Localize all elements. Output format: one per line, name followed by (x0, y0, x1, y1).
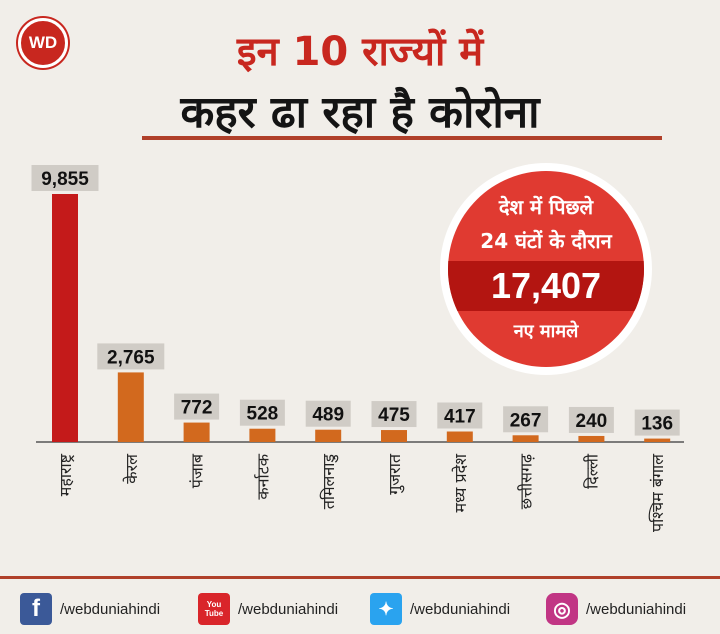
instagram-icon: ◎ (546, 593, 578, 625)
value-label-7: 267 (510, 410, 542, 431)
category-label-7: छत्तीसगढ़ (517, 453, 536, 509)
category-label-6: मध्य प्रदेश (451, 453, 470, 513)
value-label-bg-1 (97, 343, 165, 370)
twitter-icon: ✦ (370, 593, 402, 625)
value-label-6: 417 (444, 407, 476, 428)
bar-6 (446, 431, 473, 442)
facebook-handle[interactable]: /webduniahindi (60, 600, 161, 618)
value-label-4: 489 (312, 405, 344, 426)
badge-text-line-4: नए मामले (513, 321, 579, 342)
category-label-3: कर्नाटक (253, 453, 272, 499)
value-label-bg-2 (174, 393, 220, 420)
value-label-2: 772 (181, 398, 213, 419)
category-label-5: गुजरात (385, 453, 405, 495)
value-label-bg-7 (503, 406, 549, 433)
youtube-icon: You Tube (198, 593, 230, 625)
bar-8 (578, 435, 605, 442)
social-instagram[interactable]: ◎ /webduniahindi (546, 592, 686, 626)
category-label-8: दिल्ली (582, 453, 601, 489)
title-line-2: कहर ढा रहा है कोरोना (180, 87, 540, 138)
category-label-1: केरल (122, 453, 141, 484)
value-label-8: 240 (576, 411, 608, 432)
bar-0 (52, 194, 78, 442)
value-label-bg-8 (568, 406, 614, 433)
value-label-9: 136 (641, 414, 673, 435)
instagram-handle[interactable]: /webduniahindi (586, 600, 687, 618)
bar-5 (381, 430, 407, 442)
youtube-handle[interactable]: /webduniahindi (238, 600, 339, 618)
bar-9 (644, 438, 671, 442)
webdunia-logo: WD (18, 18, 68, 68)
value-label-bg-9 (634, 409, 680, 436)
value-label-bg-6 (437, 402, 483, 429)
badge-text-line-1: देश में पिछले (498, 195, 594, 219)
bar-3 (249, 428, 276, 442)
category-label-9: पश्चिम बंगाल (648, 453, 667, 532)
bar-7 (512, 435, 539, 442)
footer-divider (0, 576, 720, 579)
category-label-4: तमिलनाडु (319, 454, 339, 510)
value-label-1: 2,765 (107, 347, 155, 368)
logo-text: WD (28, 33, 58, 52)
value-label-bg-0 (31, 165, 99, 191)
category-label-0: महाराष्ट्र (56, 453, 75, 496)
total-cases-badge-inner: देश में पिछले 24 घंटों के दौरान 17,407 न… (448, 171, 644, 367)
value-label-5: 475 (378, 405, 410, 426)
value-label-bg-4 (305, 400, 351, 427)
value-label-3: 528 (247, 404, 279, 425)
badge-text-line-2: 24 घंटों के दौरान (480, 229, 612, 253)
social-twitter[interactable]: ✦ /webduniahindi (370, 592, 510, 626)
bar-1 (117, 372, 144, 442)
badge-total-number: 17,407 (448, 261, 644, 311)
bar-chart: 9,855 महाराष्ट्र 2,765 केरल 772 पंजाब 528 कर्ना… (31, 165, 684, 532)
social-youtube[interactable]: You Tube /webduniahindi (198, 592, 338, 626)
bar-4 (315, 429, 342, 442)
value-label-bg-3 (239, 399, 285, 426)
bar-2 (183, 422, 210, 442)
title-underline (142, 136, 662, 140)
facebook-icon: f (20, 593, 52, 625)
category-label-2: पंजाब (188, 453, 207, 488)
value-label-bg-5 (371, 401, 417, 428)
title-line-1: इन 10 राज्यों में (236, 29, 484, 75)
value-label-0: 9,855 (41, 169, 89, 190)
twitter-handle[interactable]: /webduniahindi (410, 600, 511, 618)
social-facebook[interactable]: f /webduniahindi (20, 592, 160, 626)
